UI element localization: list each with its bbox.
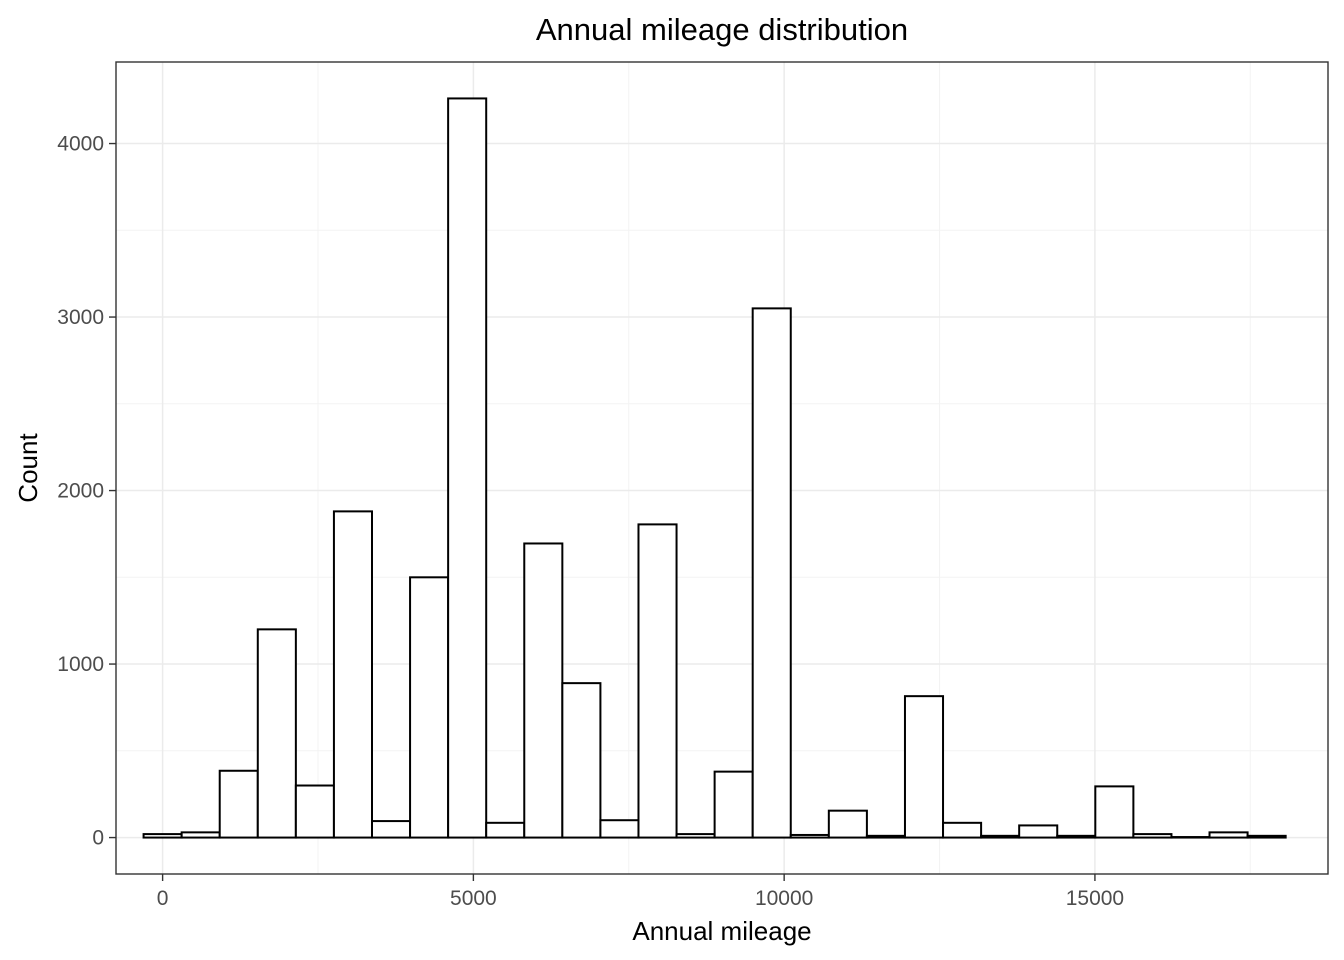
histogram-bar <box>142 833 183 839</box>
x-tick-label: 15000 <box>1066 887 1124 910</box>
histogram-bar <box>980 834 1021 839</box>
histogram-bar <box>256 628 297 839</box>
histogram-bar <box>523 542 564 839</box>
histogram-bar <box>637 523 678 839</box>
histogram-bar <box>409 576 450 839</box>
histogram-bar <box>1208 831 1249 839</box>
y-tick-label: 0 <box>92 827 104 850</box>
histogram-bar <box>713 770 754 839</box>
y-axis: 0 1000 2000 3000 4000 <box>57 133 116 850</box>
histogram-bar <box>1094 785 1135 839</box>
histogram-bar <box>599 819 640 839</box>
histogram-bar <box>447 97 488 839</box>
histogram-bar <box>865 834 906 839</box>
histogram-bar <box>1056 834 1097 839</box>
y-tick-label: 3000 <box>57 306 104 329</box>
chart-title: Annual mileage distribution <box>536 12 908 47</box>
grid-lines <box>116 62 1328 874</box>
histogram-bar <box>370 820 412 839</box>
y-axis-title: Count <box>13 433 43 503</box>
panel-border <box>115 61 1329 875</box>
histogram-bar <box>942 821 983 839</box>
histogram-bar <box>789 833 830 839</box>
histogram-bar <box>751 307 792 839</box>
histogram-bar <box>1170 836 1211 839</box>
y-tick-label: 4000 <box>57 133 104 156</box>
histogram-bar <box>1246 834 1287 839</box>
y-tick-label: 1000 <box>57 653 104 676</box>
histogram-bar <box>332 510 373 839</box>
histogram-bar <box>827 809 868 839</box>
x-axis: 0 5000 10000 15000 <box>157 874 1124 910</box>
histogram-bar <box>675 833 716 839</box>
histogram-bar <box>1132 833 1173 839</box>
histogram-bar <box>218 769 259 839</box>
histogram-bar <box>1018 824 1059 839</box>
histogram-bar <box>561 682 602 839</box>
histogram-bars <box>142 97 1287 839</box>
histogram-bar <box>485 821 526 839</box>
histogram-bar <box>294 784 335 839</box>
x-tick-label: 5000 <box>450 887 497 910</box>
x-tick-label: 0 <box>157 887 169 910</box>
x-axis-title: Annual mileage <box>632 916 811 946</box>
histogram-bar <box>180 831 221 839</box>
x-tick-label: 10000 <box>755 887 813 910</box>
y-tick-label: 2000 <box>57 480 104 503</box>
histogram-bar <box>903 695 945 839</box>
